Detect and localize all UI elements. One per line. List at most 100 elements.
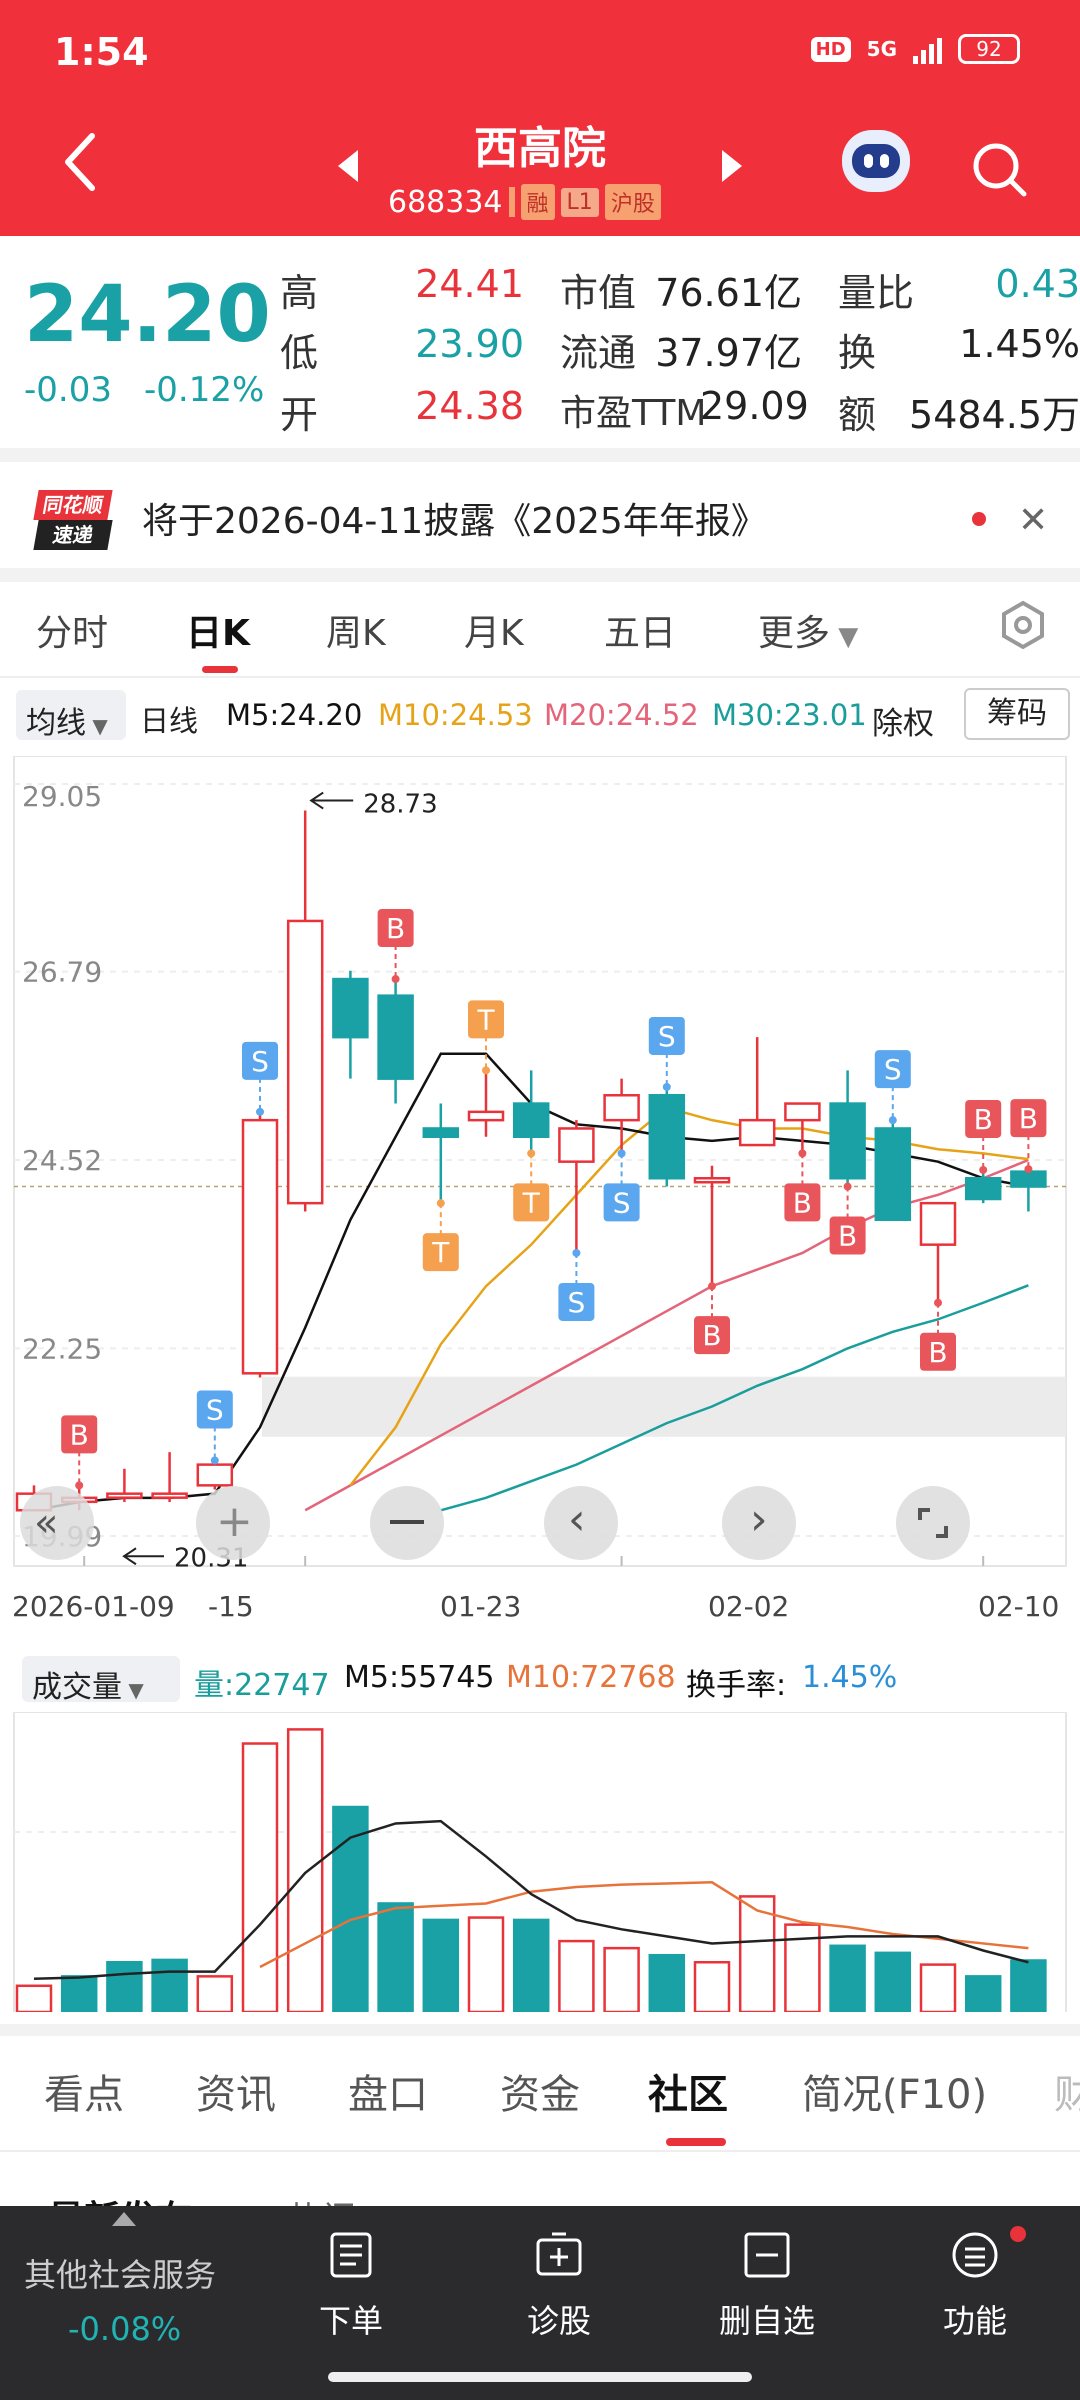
candle-body [1010,1170,1047,1188]
signal-marker [648,1016,685,1055]
ma10-line [349,1106,1029,1487]
order-button[interactable]: 下单 [318,2302,383,2340]
double-chevron-left-icon: « [34,1500,59,1546]
tab-five-day[interactable]: 五日 [604,613,677,654]
price-change: -0.03 [24,370,112,410]
scroll-left-button[interactable]: ‹ [544,1486,618,1560]
signal-label: S [884,1053,902,1086]
prev-stock-icon[interactable] [338,150,358,182]
settings-icon[interactable] [998,600,1048,650]
candle-body [377,994,414,1080]
signal-dot [391,975,400,984]
tab-intraday[interactable]: 分时 [36,613,109,654]
value-turnover: 1.45% [959,322,1080,366]
ma-selector[interactable]: 均线 ▼ [16,690,126,741]
signal-marker [874,1050,911,1089]
volume-bar [467,1916,505,2012]
volume-bar [829,1944,866,2012]
ex-rights-toggle[interactable]: 除权 [872,706,934,742]
search-icon[interactable] [972,142,1028,198]
tab-funds[interactable]: 资金 [500,2072,580,2118]
divider [0,568,1080,582]
back-icon[interactable] [60,132,100,192]
chevron-down-icon: ▼ [830,622,859,652]
tab-finance[interactable]: 财 [1054,2072,1080,2118]
volume-value: 量:22747 [194,1668,330,1703]
tab-community[interactable]: 社区 [648,2072,728,2118]
ma10-value: M10:24.53 [378,698,533,732]
y-tick-label: 22.25 [22,1332,102,1365]
remove-watchlist-icon[interactable] [742,2230,792,2280]
zoom-out-button[interactable] [370,1486,444,1560]
ma30-line [440,1284,1029,1512]
signal-label: T [476,1003,495,1036]
home-indicator[interactable] [328,2372,752,2382]
value-open: 24.38 [415,384,524,428]
signal-dot [482,1066,490,1075]
signal-marker [61,1415,98,1454]
zoom-in-button[interactable]: + [196,1486,270,1560]
volume-bar [15,1984,53,2012]
assistant-robot-icon[interactable] [842,130,910,192]
order-icon[interactable] [326,2230,376,2280]
signal-dot [1024,1165,1033,1174]
tag-separator [508,187,515,217]
notice-text[interactable]: 将于2026-04-11披露《2025年年报》 [142,501,767,542]
last-price: 24.20 [24,270,271,360]
volume-indicator-selector[interactable]: 成交量 ▼ [22,1656,180,1705]
menu-icon[interactable] [950,2230,1000,2280]
volume-bar [648,1953,686,2012]
status-time: 1:54 [54,30,149,74]
remove-watchlist-button[interactable]: 删自选 [718,2302,815,2340]
function-button[interactable]: 功能 [942,2302,1007,2340]
kline-chart[interactable]: 29.0526.7924.5222.2519.9928.7320.31BSSBT… [0,756,1080,1572]
signal-label: B [838,1220,857,1253]
signal-marker [1010,1099,1047,1138]
chevron-down-icon: ▼ [122,1678,144,1702]
tab-highlights[interactable]: 看点 [44,2072,124,2118]
volume-bar [422,1918,460,2012]
candle-body [512,1102,550,1139]
tag-hk-connect: 沪股 [604,184,661,220]
zoom-out-left-button[interactable]: « [20,1486,94,1560]
value-volratio: 0.43 [995,262,1080,306]
stock-subtitle: 688334 融 L1 沪股 [388,184,661,220]
x-label-15: -15 [208,1590,254,1623]
tab-daily-k[interactable]: 日K [186,613,250,654]
divider [0,2024,1080,2036]
scroll-right-button[interactable]: › [722,1486,796,1560]
next-stock-icon[interactable] [722,150,742,182]
candle-body [151,1492,188,1499]
tab-more[interactable]: 更多 ▼ [758,604,858,656]
signal-label: B [928,1336,947,1369]
tab-profile-f10[interactable]: 简况(F10) [802,2072,988,2118]
divider [0,676,1080,678]
value-pe: 29.09 [700,384,809,428]
sector-change: -0.08% [68,2310,182,2348]
label-turnover: 换 [838,331,877,375]
volume-chart[interactable] [0,1712,1080,2012]
chevron-up-icon[interactable] [112,2212,136,2226]
tab-active-indicator [666,2138,726,2146]
app-header: 1:54 HD 5G 92 西高院 688334 融 L1 沪股 [0,0,1080,236]
fullscreen-button[interactable] [896,1486,970,1560]
sector-name[interactable]: 其他社会服务 [24,2256,217,2294]
tab-news[interactable]: 资讯 [196,2072,276,2118]
volume-bar [196,1975,234,2012]
volume-bar [558,1939,595,2012]
volume-bar [286,1728,324,2012]
close-icon[interactable]: ✕ [1018,500,1049,541]
signal-label: S [613,1186,631,1219]
tab-monthly-k[interactable]: 月K [464,613,524,654]
signal-dot [798,1149,807,1158]
x-label-0123: 01-23 [440,1590,522,1623]
x-label-start: 2026-01-09 [12,1590,175,1623]
signal-dot [979,1165,988,1174]
diagnose-icon[interactable] [534,2230,584,2280]
tab-order-book[interactable]: 盘口 [348,2072,428,2118]
signal-dot [210,1456,219,1465]
candle-body [241,1118,279,1375]
tab-weekly-k[interactable]: 周K [326,613,386,654]
chip-distribution-button[interactable]: 筹码 [964,688,1070,740]
diagnose-button[interactable]: 诊股 [526,2302,591,2340]
